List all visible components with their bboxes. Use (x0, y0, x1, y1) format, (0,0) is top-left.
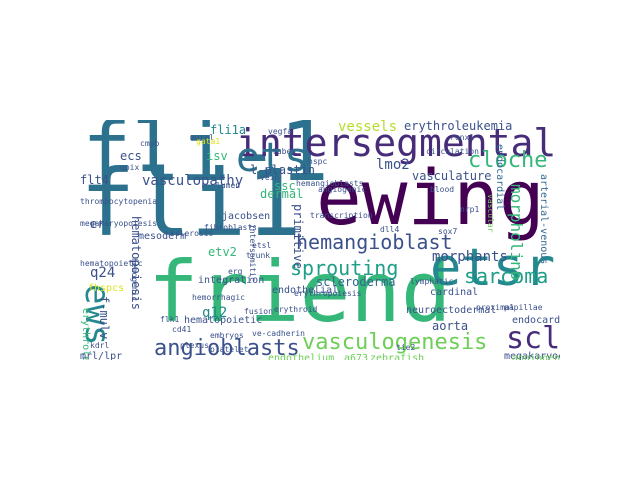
word-vascular: vascular (486, 194, 495, 233)
word-sox7: sox7 (438, 227, 458, 236)
word-scleroderma: scleroderma (316, 275, 396, 289)
word-fhspcs: fhspcs (88, 283, 125, 294)
word-morphants: morphants (432, 249, 508, 265)
word-aorta: aorta (432, 319, 469, 333)
word-embryos: embryos (210, 331, 244, 340)
word-angioblasts: angioblasts (154, 336, 300, 360)
word-ewing: ewing (316, 153, 545, 242)
word-arterial-venous: arterial-venous (538, 174, 549, 265)
word-megakaryocytes: megakaryocytes (504, 351, 560, 361)
word-kdrl: kdrl (90, 341, 110, 350)
word-fusion: fusion (244, 307, 273, 316)
word-etv2: etv2 (208, 245, 237, 259)
word-cd41: cd41 (172, 325, 192, 334)
word-endocardial: endocardial (494, 144, 505, 211)
word-mrl-lpr: mrl/lpr (80, 351, 123, 361)
word-vasculature: vasculature (412, 169, 492, 183)
word-erg: erg (228, 267, 243, 276)
word-proximal: proximal (476, 303, 515, 312)
word-intersomitic: intersomitic (248, 224, 257, 282)
word-cmyb: cmyb (140, 139, 160, 148)
word-intersegmental: intersegmental (236, 121, 557, 165)
word-a673: a673 (344, 353, 369, 361)
word-erythroleukemia: erythroleukemia (404, 120, 513, 133)
word-sprouting: sprouting (290, 256, 399, 280)
word-angiogenesis: angiogenesis (512, 353, 560, 361)
word-plexus: plexus (180, 341, 209, 350)
word-blood: blood (430, 185, 455, 194)
word-vegfa: vegfa (268, 127, 293, 136)
word-hematopoietic: hematopoietic (184, 315, 263, 326)
word-megakaryopoiesis: megakaryopoiesis (80, 219, 158, 228)
word-mesoderm: mesoderm (138, 231, 187, 242)
word-gpix: gpix (120, 163, 140, 172)
word-jacobsen: jacobsen (222, 211, 271, 222)
word-friend: friend (148, 243, 452, 341)
word-q24: q24 (90, 265, 116, 281)
word-circulation: circulation (426, 147, 479, 156)
word-dll4: dll4 (380, 225, 400, 234)
word-sclerosis: sclerosis (170, 229, 214, 238)
word-mural: mural (190, 133, 215, 142)
word-papillae: papillae (504, 303, 543, 312)
word-fli-1: fli-1 (82, 120, 329, 200)
word-platelet: platelet (210, 345, 249, 354)
word-primitive: primitive (291, 204, 305, 270)
word-nrp1: nrp1 (460, 205, 480, 214)
word-endothelial: endothelial (272, 285, 339, 296)
word-isv: isv (206, 149, 228, 163)
word-gata1: gata1 (196, 137, 221, 146)
word-lymphatic: lymphatic (410, 277, 454, 286)
word-fibroblasts: fibroblasts (204, 223, 257, 232)
word-endocardium: endocardium (512, 315, 560, 326)
word-cloud: fli-1fli1ewingfriendetsrpintersegmentale… (80, 120, 560, 360)
word-trunk: trunk (246, 251, 271, 260)
word-sarcoma: sarcoma (464, 264, 549, 288)
word-endothelium: endothelium (268, 353, 335, 361)
word-ecs: ecs (120, 149, 142, 163)
word-cardinal: cardinal (430, 287, 479, 298)
word-etsl: etsl (252, 241, 272, 250)
word-morpholino: morpholino (507, 184, 526, 281)
word-dermal: dermal (260, 187, 304, 201)
word-flt4: flt4 (80, 173, 109, 187)
word-ve-cadherin: ve-cadherin (252, 329, 305, 338)
word-ets: ets (236, 135, 309, 181)
word-er: er (90, 217, 105, 231)
word-vasculogenesis: vasculogenesis (302, 330, 488, 355)
word-zebrafish: zebrafish (370, 353, 425, 361)
word-thrombocytopenia: thrombocytopenia (80, 197, 158, 206)
word-vessels: vessels (338, 120, 398, 135)
word-hematopoietic: hematopoietic (80, 259, 143, 268)
word-erythropoiesis: erythropoiesis (294, 289, 362, 298)
word-hspc: hspc (308, 157, 328, 166)
word-f-mulv: f-mulv (97, 296, 111, 340)
word-tubes: tubes (272, 147, 297, 156)
word-hemorrhagic: hemorrhagic (192, 293, 245, 302)
word-runx1: runx1 (450, 133, 475, 142)
word-cloche: cloche (468, 148, 548, 173)
word-fli1: fli1 (80, 150, 302, 257)
word-lmo2: lmo2 (376, 157, 410, 173)
word-fli1a: fli1a (210, 123, 247, 137)
word-scl: scl (506, 321, 560, 356)
word-hemangioblast: hemangioblast (296, 230, 453, 254)
word-transcription: transcription (310, 211, 373, 220)
word-q12: q12 (202, 305, 228, 321)
word-lumen: lumen (216, 181, 241, 190)
word-neuroectodermal: neuroectodermal (406, 305, 497, 316)
word-etsrp: etsrp (430, 238, 560, 298)
word-hemangioblasts: hemangioblasts (296, 179, 364, 188)
word-ssc: ssc (274, 179, 296, 193)
word-flk1: flk1 (160, 315, 180, 324)
word-l-plastin: l-plastin (250, 163, 316, 177)
word-erythroid: erythroid (274, 305, 318, 314)
word-vasculopathy: vasculopathy (142, 173, 244, 189)
word-integration: integration (198, 275, 265, 286)
word-tie2: tie2 (396, 343, 416, 352)
word-vein: vein (260, 173, 280, 182)
word-angiogenic: angiogenic (318, 185, 367, 194)
